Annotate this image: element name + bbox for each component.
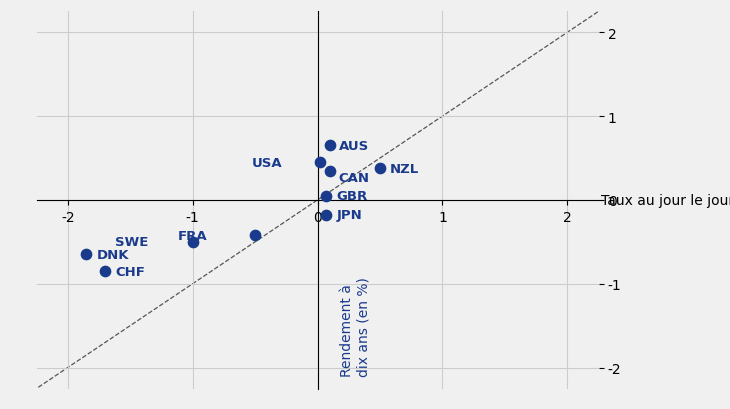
Text: AUS: AUS [339,139,369,153]
Point [320,193,332,200]
Point [374,165,386,172]
Text: Taux au jour le jour (en %): Taux au jour le jour (en %) [601,193,730,207]
Point [80,252,92,258]
Text: Rendement à
dix ans (en %): Rendement à dix ans (en %) [340,276,370,376]
Text: NZL: NZL [390,162,419,175]
Text: CHF: CHF [115,265,145,278]
Text: USA: USA [251,156,282,169]
Point [324,168,336,174]
Text: GBR: GBR [337,190,367,203]
Point [320,212,332,219]
Point [324,143,336,149]
Point [99,268,111,275]
Text: FRA: FRA [177,229,207,242]
Text: SWE: SWE [115,236,149,249]
Point [314,160,326,166]
Text: JPN: JPN [337,209,362,222]
Text: CAN: CAN [339,171,370,184]
Text: DNK: DNK [96,248,129,261]
Point [249,232,261,239]
Point [187,239,199,245]
